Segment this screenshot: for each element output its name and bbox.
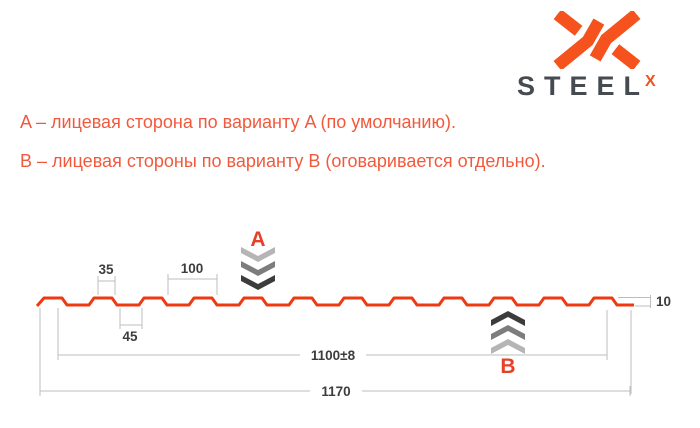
legend-line-a: A – лицевая сторона по варианту A (по ум…	[20, 112, 456, 132]
marker-b-label: B	[500, 355, 515, 378]
logo-arm-top-right-hook	[589, 11, 641, 62]
logo-arm-bottom-left-hook	[553, 18, 605, 69]
steelx-x-icon	[553, 11, 641, 69]
marker-a: A	[241, 228, 275, 290]
marker-b-chevron-light	[491, 339, 525, 354]
brand-wordmark: STEELX	[517, 71, 656, 102]
dim-overall-width-label: 1170	[321, 384, 350, 399]
brand-text: STEEL	[517, 71, 650, 101]
brand-sup-x: X	[645, 73, 656, 90]
marker-a-chevron-dark	[241, 275, 275, 290]
dim-rib-top-label: 35	[98, 262, 114, 277]
legend-line-b: B – лицевая стороны по варианту B (огова…	[20, 151, 546, 171]
marker-a-label: A	[250, 228, 265, 251]
dim-height-label: 10	[656, 294, 671, 309]
marker-a-chevron-light	[241, 247, 275, 262]
marker-b: B	[491, 311, 525, 378]
sheet-profile-line	[35, 296, 634, 307]
marker-b-chevron-dark	[491, 311, 525, 326]
dim-height: 10	[618, 294, 671, 309]
dim-groove-bottom-label: 45	[122, 329, 138, 344]
dim-cover-width: 1100±8	[57, 347, 608, 363]
marker-a-chevron-mid	[241, 261, 275, 276]
dim-rib-top: 35	[97, 262, 116, 295]
dim-pitch: 100	[167, 261, 218, 295]
logo-arm-top-left	[553, 11, 583, 36]
marker-b-chevron-mid	[491, 325, 525, 340]
logo-arm-bottom-right	[611, 44, 641, 69]
dim-overall-width: 1170	[39, 383, 631, 399]
dim-groove-bottom: 45	[119, 308, 143, 344]
dim-pitch-label: 100	[181, 261, 204, 276]
dim-cover-width-label: 1100±8	[311, 348, 356, 363]
